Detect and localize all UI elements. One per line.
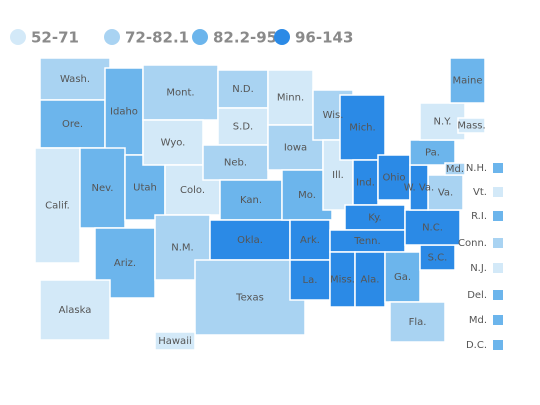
- small-state-label: N.J.: [470, 263, 487, 274]
- legend-swatch: [274, 29, 290, 45]
- state: [217, 69, 269, 109]
- small-state-label: Vt.: [473, 187, 487, 198]
- state-label: Mass.: [457, 121, 485, 132]
- small-state-swatch: [493, 340, 503, 350]
- state-label: Pa.: [425, 148, 440, 159]
- state: [39, 279, 111, 341]
- legend-label: 96-143: [295, 29, 353, 47]
- state-label: W. Va.: [404, 183, 434, 194]
- small-state-swatch: [493, 163, 503, 173]
- small-state-label: Del.: [467, 290, 487, 301]
- state-label: Mont.: [166, 88, 194, 99]
- legend-swatch: [10, 29, 26, 45]
- state-label: Mo.: [298, 190, 316, 201]
- state-label: Mich.: [349, 123, 375, 134]
- legend-swatch: [192, 29, 208, 45]
- small-state-swatch: [493, 187, 503, 197]
- small-state-swatch: [493, 211, 503, 221]
- state-label: S.C.: [428, 253, 448, 264]
- state-label: La.: [303, 275, 318, 286]
- state-label: Idaho: [110, 107, 138, 118]
- state: [209, 219, 291, 261]
- state: [39, 99, 106, 149]
- state: [457, 117, 486, 134]
- state-label: N.Y.: [434, 117, 452, 128]
- small-state-swatch: [493, 263, 503, 273]
- state-label: Fla.: [409, 317, 427, 328]
- small-state-swatch: [493, 315, 503, 325]
- state: [194, 259, 306, 336]
- state-label: Iowa: [284, 143, 307, 154]
- small-state-swatch: [493, 290, 503, 300]
- state-label: Kan.: [240, 195, 262, 206]
- state-label: Neb.: [224, 158, 247, 169]
- state-labels: Wash. Ore. Calif. Idaho Nev. Utah Ariz. Mont. Wy…: [45, 74, 486, 347]
- state-label: Md.: [446, 164, 464, 175]
- state: [404, 209, 461, 246]
- states: [34, 57, 486, 351]
- state-label: Nev.: [92, 183, 114, 194]
- state-label: Calif.: [45, 201, 70, 212]
- state-label: S.D.: [233, 122, 253, 133]
- state-label: Wyo.: [161, 138, 186, 149]
- state: [202, 144, 269, 181]
- small-state-label: N.H.: [466, 163, 487, 174]
- state-label: Maine: [452, 76, 482, 87]
- legend-swatch: [104, 29, 120, 45]
- state-label: Ga.: [394, 272, 411, 283]
- legend-label: 72-82.1: [125, 29, 189, 47]
- state-label: Texas: [235, 293, 264, 304]
- state-label: Utah: [133, 183, 157, 194]
- state: [329, 251, 356, 308]
- legend-label: 52-71: [31, 29, 79, 47]
- legend: 52-71 72-82.1 82.2-95 96-143: [10, 29, 353, 47]
- state: [389, 301, 446, 343]
- state-label: Ariz.: [114, 258, 136, 269]
- state-label: N.D.: [232, 84, 254, 95]
- state: [39, 57, 111, 101]
- state-label: Minn.: [277, 93, 304, 104]
- state-label: Wash.: [60, 74, 90, 85]
- state-label: Va.: [438, 188, 453, 199]
- state-label: Ill.: [332, 170, 344, 181]
- small-state-label: Conn.: [458, 238, 487, 249]
- small-state-label: Md.: [469, 315, 487, 326]
- small-states-list: N.H. Vt. R.I. Conn. N.J. Del. Md. D.C.: [458, 163, 503, 351]
- state: [354, 251, 386, 308]
- state: [142, 64, 219, 121]
- state: [124, 154, 166, 221]
- state: [449, 57, 486, 104]
- state-label: Wis.: [323, 110, 344, 121]
- small-state-swatch: [493, 238, 503, 248]
- state: [377, 154, 411, 201]
- state-label: Tenn.: [353, 236, 380, 247]
- state-label: Ore.: [62, 119, 83, 130]
- state-label: Ind.: [356, 178, 375, 189]
- state-label: Hawaii: [158, 336, 192, 347]
- state-label: Ky.: [368, 213, 382, 224]
- state-label: Ala.: [361, 275, 380, 286]
- state: [444, 162, 466, 176]
- state-label: Colo.: [180, 185, 205, 196]
- state-label: Alaska: [59, 305, 92, 316]
- state: [289, 219, 331, 261]
- state: [419, 244, 456, 271]
- small-state-label: D.C.: [466, 340, 487, 351]
- state-label: Okla.: [237, 235, 263, 246]
- small-state-label: R.I.: [471, 211, 487, 222]
- state-label: N.C.: [422, 223, 443, 234]
- state-label: Ohio: [382, 173, 405, 184]
- legend-label: 82.2-95: [213, 29, 277, 47]
- state: [427, 174, 464, 211]
- state: [154, 331, 196, 351]
- state-label: N.M.: [171, 243, 193, 254]
- state-label: Ark.: [300, 235, 320, 246]
- state: [34, 147, 81, 264]
- state: [289, 259, 331, 301]
- state-label: Miss.: [330, 275, 355, 286]
